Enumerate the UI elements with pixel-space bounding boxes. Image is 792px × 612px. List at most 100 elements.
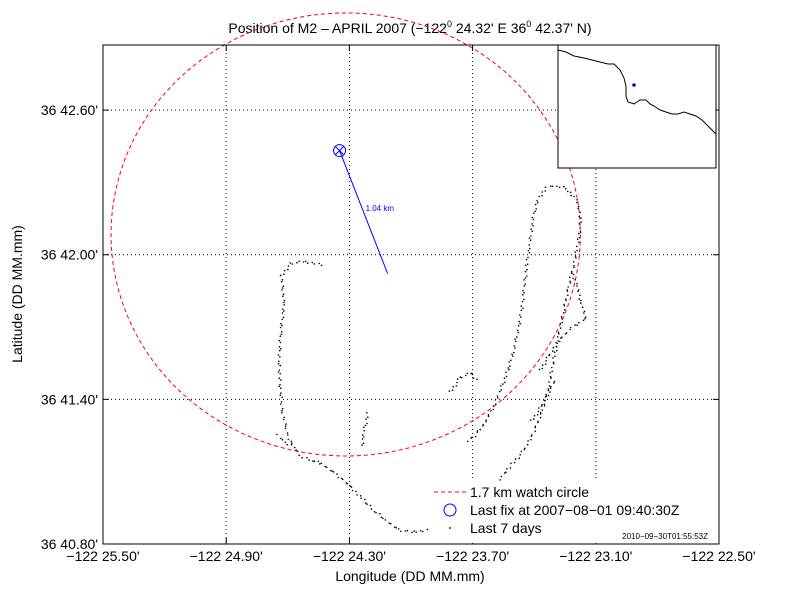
track-point <box>280 347 282 350</box>
track-point <box>564 333 567 335</box>
track-point <box>366 412 368 414</box>
track-point <box>576 199 578 201</box>
track-point <box>452 386 455 388</box>
track-point <box>559 323 561 325</box>
track-point <box>569 276 571 279</box>
track-point <box>482 423 485 426</box>
track-point <box>582 319 585 322</box>
track-point <box>566 290 569 293</box>
track-point <box>556 349 558 352</box>
track-point <box>520 450 523 453</box>
track-point <box>528 244 530 246</box>
track-point <box>286 432 289 434</box>
chart-title: Position of M2 – APRIL 2007 (−1220 24.32… <box>228 19 591 36</box>
track-point <box>492 408 495 411</box>
axes-frame <box>102 44 720 545</box>
track-point <box>541 403 543 406</box>
track-point <box>283 269 286 272</box>
track-point <box>278 369 281 371</box>
track-point <box>320 264 323 267</box>
track-point <box>365 502 367 504</box>
y-tick-label: 36 40.80' <box>41 536 98 552</box>
track-point <box>527 440 529 442</box>
track-point <box>293 446 296 449</box>
legend-last7days-swatch <box>449 527 451 529</box>
track-point <box>565 332 568 334</box>
track-point <box>509 467 512 469</box>
watch-circle <box>110 12 581 457</box>
track-point <box>516 336 518 338</box>
track-point <box>362 442 365 445</box>
track-point <box>283 273 285 276</box>
track-point <box>559 340 561 343</box>
track-point <box>544 186 547 188</box>
track-point <box>282 295 284 298</box>
track-point <box>514 338 516 341</box>
track-point <box>500 475 503 478</box>
track-point <box>290 443 293 446</box>
track-point <box>320 462 323 465</box>
track-point <box>388 522 391 524</box>
track-point <box>495 403 497 406</box>
track-point <box>566 190 569 193</box>
track-point <box>380 516 383 519</box>
y-tick-label: 36 42.00' <box>41 247 98 263</box>
track-point <box>544 190 546 192</box>
track-point <box>277 371 280 373</box>
track-point <box>362 434 364 436</box>
watch-circle-layer <box>110 12 581 457</box>
legend-last-fix-label: Last fix at 2007−08−01 09:40:30Z <box>470 502 680 518</box>
track-point <box>557 331 560 334</box>
track-point <box>570 194 572 197</box>
track-point <box>466 372 469 375</box>
track-point <box>470 372 472 375</box>
track-point <box>291 263 294 265</box>
track-point <box>281 287 284 289</box>
track-point <box>577 207 579 209</box>
last-fix-cross <box>335 146 344 155</box>
track-point <box>530 438 532 441</box>
track-point <box>456 378 459 380</box>
track-point <box>523 279 525 281</box>
track-point <box>290 440 293 443</box>
track-point <box>476 430 479 432</box>
track-point <box>547 389 550 392</box>
track-point <box>313 460 316 463</box>
track-point <box>554 355 556 358</box>
track-point <box>281 409 283 412</box>
track-point <box>281 279 284 281</box>
track-point <box>395 527 398 529</box>
track-point <box>565 299 567 302</box>
track-point <box>579 231 582 233</box>
track-point <box>524 270 527 273</box>
track-point <box>576 324 578 327</box>
track-point <box>569 191 572 194</box>
track-point <box>361 444 363 446</box>
track-point <box>504 472 506 474</box>
track-point <box>349 485 352 487</box>
track-point <box>516 329 519 332</box>
track-point <box>366 422 368 425</box>
track-point <box>522 307 524 310</box>
track-point <box>578 298 580 300</box>
track-point <box>545 356 548 359</box>
track-point <box>536 200 538 202</box>
track-point <box>517 325 520 327</box>
track-point <box>455 385 458 387</box>
track-point <box>277 362 280 365</box>
track-point <box>460 376 463 379</box>
track-point <box>287 434 289 436</box>
track-point <box>534 430 536 433</box>
track-point <box>451 389 454 392</box>
x-tick-label: −122 24.30' <box>313 548 386 564</box>
track-point <box>581 306 584 309</box>
track-point <box>281 318 284 321</box>
track-point <box>332 471 335 473</box>
track-point <box>508 361 511 363</box>
track-point <box>553 382 555 384</box>
track-point <box>518 320 521 323</box>
track-point <box>337 476 339 479</box>
track-point <box>551 370 553 373</box>
track-point <box>498 390 501 393</box>
track-point <box>413 530 415 532</box>
